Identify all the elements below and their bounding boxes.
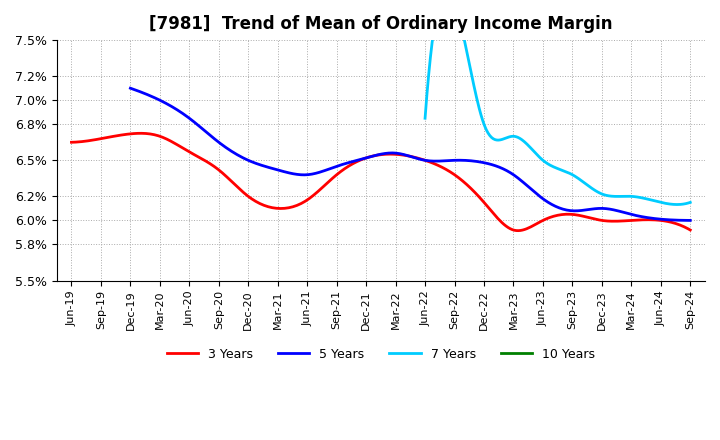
Title: [7981]  Trend of Mean of Ordinary Income Margin: [7981] Trend of Mean of Ordinary Income … xyxy=(149,15,613,33)
Legend: 3 Years, 5 Years, 7 Years, 10 Years: 3 Years, 5 Years, 7 Years, 10 Years xyxy=(162,343,600,366)
